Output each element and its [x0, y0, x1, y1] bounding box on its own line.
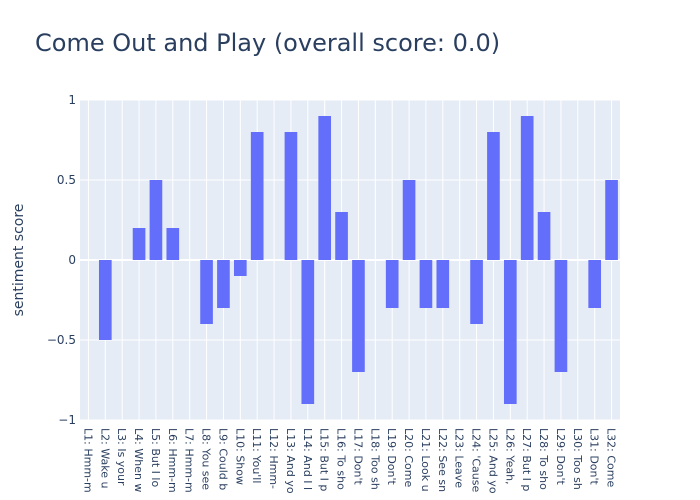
x-tick-label: L29: Don't [554, 428, 567, 486]
bar[interactable] [436, 260, 450, 308]
x-axis-ticks: L1: Hmm-m L2: Wake u L3: Is your L4: When w… [81, 428, 617, 494]
bar[interactable] [335, 212, 348, 260]
bar[interactable] [318, 116, 332, 260]
bar[interactable] [98, 260, 112, 340]
x-tick-label: L12: Hmm- [267, 428, 280, 489]
bar[interactable] [200, 260, 213, 324]
x-tick-label: L17: Don't [351, 428, 364, 486]
x-tick-label: L25: And yo [486, 428, 499, 494]
x-tick-label: L9: Could b [216, 428, 229, 490]
bar[interactable] [487, 132, 500, 260]
x-tick-label: L15: But I p [318, 428, 331, 491]
x-tick-label: L28: To sho [537, 428, 550, 490]
chart-title: Come Out and Play (overall score: 0.0) [35, 29, 500, 57]
bar[interactable] [402, 180, 416, 260]
bar[interactable] [233, 260, 247, 276]
x-tick-label: L24: 'Cause [470, 428, 483, 492]
bar[interactable] [554, 260, 568, 372]
bar[interactable] [149, 180, 163, 260]
bar[interactable] [470, 260, 483, 324]
bar[interactable] [588, 260, 602, 308]
x-tick-label: L18: Too sh [368, 428, 381, 490]
bars [98, 116, 618, 404]
x-tick-label: L8: You see [200, 428, 213, 490]
bar[interactable] [166, 228, 180, 260]
bar[interactable] [352, 260, 365, 372]
y-tick-label: 0 [68, 253, 76, 267]
x-tick-label: L14: And I l [301, 428, 314, 490]
x-tick-label: L21: Look u [419, 428, 432, 492]
x-tick-label: L1: Hmm-m [81, 428, 94, 493]
y-tick-label: 1 [68, 93, 76, 107]
y-tick-label: 0.5 [57, 173, 76, 187]
y-axis-label: sentiment score [11, 204, 27, 317]
bar[interactable] [217, 260, 230, 308]
x-tick-label: L26: Yeah, [503, 428, 516, 485]
x-tick-label: L16: To sho [335, 428, 348, 490]
y-tick-label: −1 [58, 413, 76, 427]
bar[interactable] [385, 260, 399, 308]
x-tick-label: L11: You'll [250, 428, 263, 483]
x-tick-label: L32: Come [605, 428, 618, 487]
x-tick-label: L5: But I lo [149, 428, 162, 487]
y-tick-label: −0.5 [47, 333, 76, 347]
y-axis-ticks: 1 0.5 0 −0.5 −1 [47, 93, 76, 427]
bar[interactable] [301, 260, 315, 404]
bar[interactable] [503, 260, 517, 404]
bar[interactable] [605, 180, 618, 260]
x-tick-label: L7: Hmm-m [183, 428, 196, 493]
x-tick-label: L30: Too sh [571, 428, 584, 490]
bar[interactable] [419, 260, 433, 308]
bar[interactable] [132, 228, 146, 260]
x-tick-label: L20: Come [402, 428, 415, 487]
x-tick-label: L10: Show [233, 428, 246, 485]
x-tick-label: L31: Don't [588, 428, 601, 486]
x-tick-label: L6: Hmm-m [166, 428, 179, 493]
x-tick-label: L2: Wake u [98, 428, 111, 488]
x-tick-label: L4: When w [132, 428, 145, 492]
x-tick-label: L19: Don't [385, 428, 398, 486]
bar[interactable] [284, 132, 298, 260]
bar[interactable] [537, 212, 551, 260]
bar[interactable] [520, 116, 534, 260]
x-tick-label: L27: But I p [520, 428, 533, 491]
bar[interactable] [250, 132, 264, 260]
x-tick-label: L22: See sn [436, 428, 449, 492]
x-tick-label: L13: And yo [284, 428, 297, 494]
x-tick-label: L3: Is your [115, 428, 128, 486]
x-tick-label: L23: Leave [453, 428, 466, 488]
